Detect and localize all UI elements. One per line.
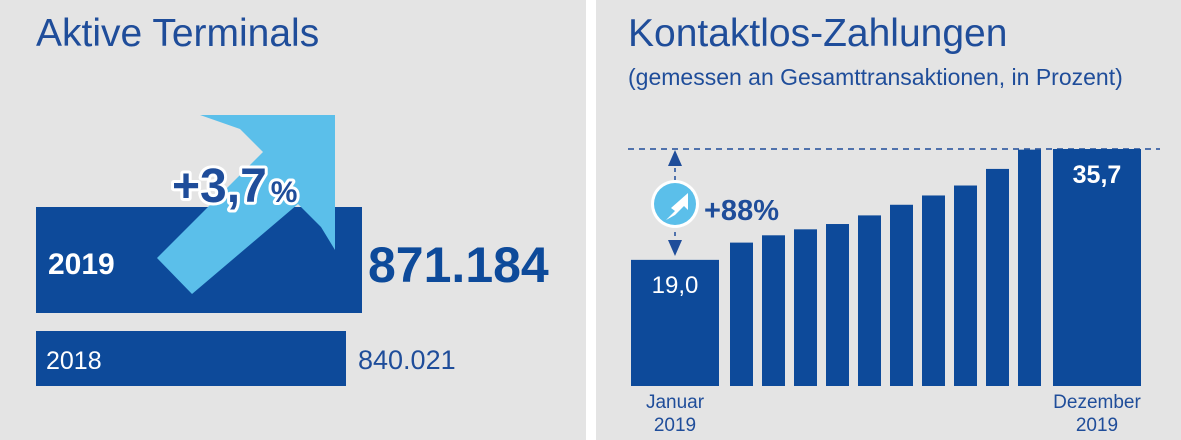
change-label: +3,7% — [172, 160, 297, 213]
x-label-end-month: Dezember — [1053, 392, 1141, 413]
x-label-start-year: 2019 — [654, 415, 696, 436]
value-2019: 871.184 — [368, 237, 549, 293]
bar-4 — [794, 229, 817, 386]
bar-2 — [730, 242, 753, 386]
bar-5 — [826, 224, 849, 386]
bar-8 — [922, 195, 945, 386]
bar-7 — [890, 204, 913, 386]
value-2018: 840.021 — [358, 345, 456, 375]
bar-9 — [954, 185, 977, 386]
bar-12 — [1053, 149, 1141, 386]
arrow-down-icon — [668, 240, 682, 256]
active-terminals-panel: Aktive Terminals +3,7% +3,7% 2019 2018 8… — [0, 0, 586, 440]
change-label-88: +88% — [704, 195, 779, 227]
year-label-2018: 2018 — [46, 347, 102, 375]
year-label-2019: 2019 — [48, 248, 115, 281]
active-terminals-chart: +3,7% +3,7% 2019 2018 871.184 840.021 — [36, 115, 549, 386]
x-label-end-year: 2019 — [1076, 415, 1118, 436]
x-label-start-month: Januar — [646, 392, 705, 413]
contactless-subtitle: (gemessen an Gesamttransaktionen, in Pro… — [628, 64, 1123, 90]
bar-11 — [1018, 149, 1041, 386]
bar-6 — [858, 215, 881, 386]
bar-10 — [986, 168, 1009, 386]
contactless-payments-panel: Kontaktlos-Zahlungen (gemessen an Gesamt… — [596, 0, 1181, 440]
active-terminals-title: Aktive Terminals — [36, 12, 320, 55]
arrow-up-icon — [668, 150, 682, 166]
bar-2018 — [36, 331, 346, 386]
contactless-title: Kontaktlos-Zahlungen — [628, 12, 1008, 55]
diagonal-arrow-icon — [651, 180, 699, 228]
change-label-outline: +3,7% — [172, 160, 297, 213]
contactless-bars — [631, 149, 1141, 386]
value-label-december: 35,7 — [1073, 161, 1122, 189]
bar-3 — [762, 235, 785, 386]
growth-arrow-icon — [157, 115, 335, 294]
bar-1 — [631, 259, 719, 386]
value-label-january: 19,0 — [652, 272, 699, 299]
